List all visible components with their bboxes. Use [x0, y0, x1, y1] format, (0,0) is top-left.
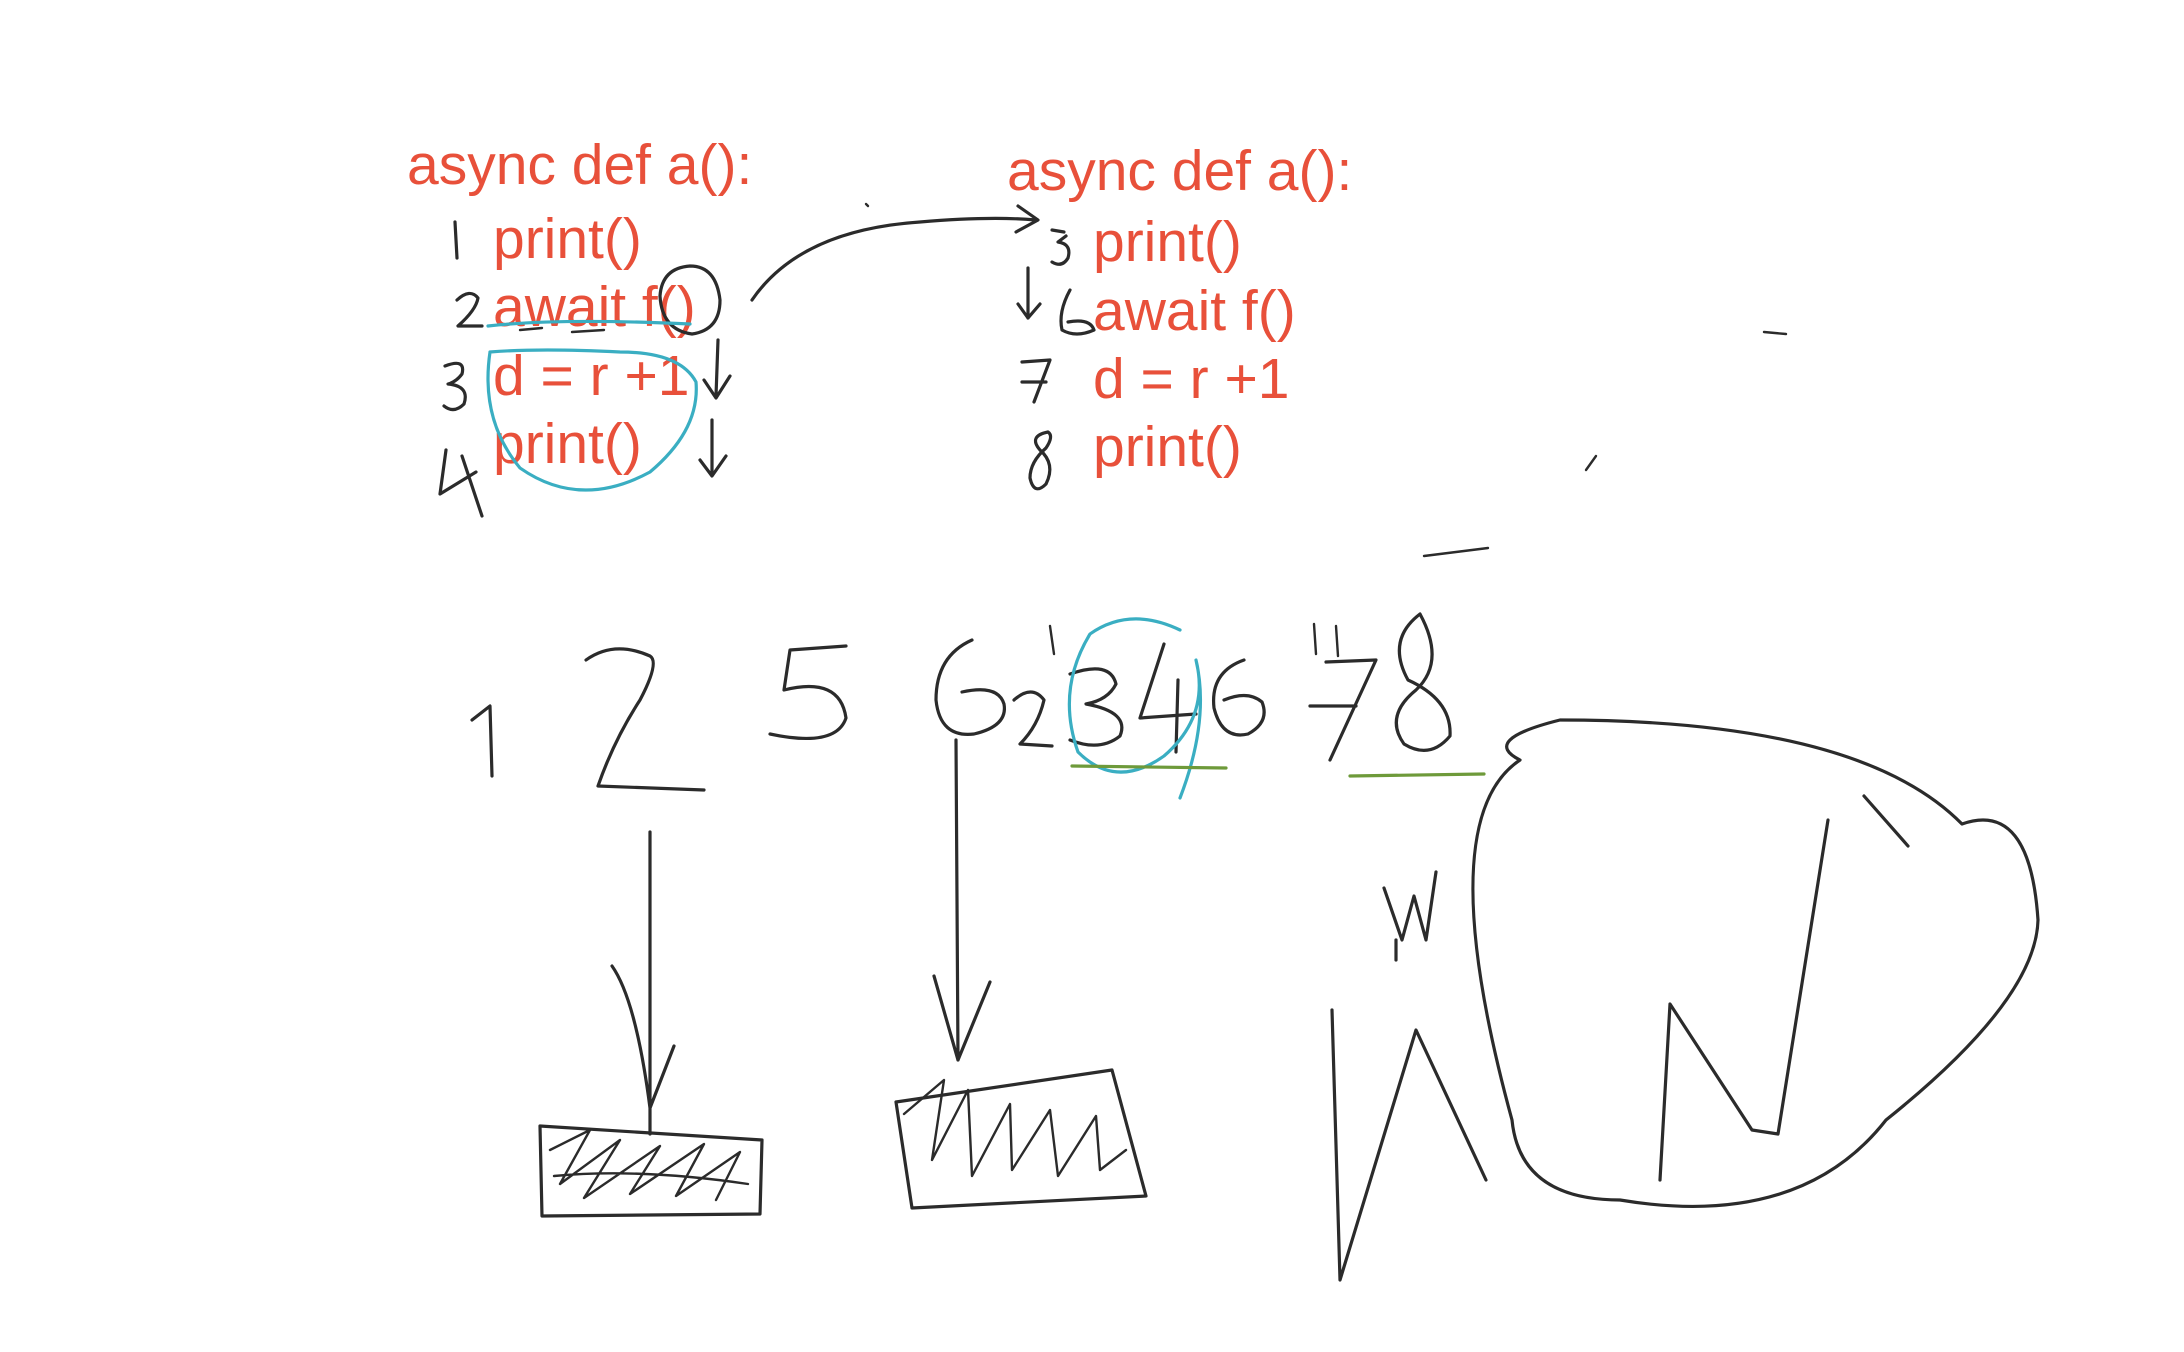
circle-tail-mark: [1862, 794, 1910, 848]
tick-mark-2: [1312, 622, 1340, 658]
code-block-left: async def a(): print() await f() d = r +…: [407, 133, 752, 476]
dash-mark: [518, 326, 606, 334]
stray-dash-1: [1762, 330, 1788, 336]
tick-mark: [1048, 624, 1056, 656]
stray-dot: [864, 202, 870, 208]
code-right-header: async def a():: [1007, 139, 1352, 203]
handwritten-digit-8: [1028, 430, 1053, 491]
handwritten-digit-7: [1020, 358, 1052, 404]
circle-await-call: [658, 264, 722, 336]
sequence-digit-2-large: [584, 647, 706, 792]
handwritten-line-numbers-left: [438, 220, 484, 518]
sequence-digit-4: [1138, 642, 1198, 754]
left-block-annotations: [486, 204, 1040, 492]
handwritten-digit-5: [1050, 228, 1071, 266]
handwritten-w: [1382, 870, 1438, 962]
sequence-digit-2-small: [1012, 690, 1054, 748]
code-right-line-4: print(): [1093, 415, 1242, 479]
code-left-line-1: print(): [493, 207, 642, 271]
teal-circle-around-3: [1067, 617, 1203, 800]
code-left-line-3: d = r +1: [493, 344, 689, 408]
curved-arrow-to-right-block: [750, 204, 1040, 302]
scribble-fill-left: [548, 1128, 750, 1202]
green-underline-1: [1070, 764, 1228, 770]
sequence-digit-1: [470, 704, 494, 778]
handwritten-digit-3: [442, 361, 467, 412]
code-right-line-3: d = r +1: [1093, 347, 1289, 411]
hatched-box-middle: [894, 1068, 1148, 1210]
code-block-right: async def a(): print() await f() d = r +…: [1007, 139, 1352, 479]
code-right-line-2: await f(): [1093, 279, 1296, 343]
sequence-digit-5: [768, 644, 848, 741]
down-arrow-small: [1016, 266, 1042, 320]
handwritten-n: [1658, 818, 1830, 1182]
handwritten-digit-6: [1059, 288, 1096, 336]
execution-order-sequence: [470, 612, 1486, 800]
handwritten-digit-2: [455, 291, 484, 328]
code-right-line-1: print(): [1093, 210, 1242, 274]
handwritten-digit-1: [453, 220, 459, 260]
teal-loop-continuation: [486, 319, 698, 492]
scribble-fill-middle: [902, 1078, 1128, 1178]
sequence-digit-3: [1068, 667, 1124, 747]
down-arrow-right-2: [698, 418, 728, 478]
down-arrow-to-box-left: [610, 830, 676, 1136]
handwritten-digit-4: [438, 448, 484, 518]
stray-dash-2: [1584, 454, 1598, 472]
sequence-digit-6-second: [1211, 658, 1266, 737]
large-circle: [1471, 718, 2040, 1209]
code-left-line-4: print(): [493, 412, 642, 476]
down-arrow-to-box-middle: [932, 738, 992, 1062]
stray-marks: [864, 202, 1788, 558]
down-arrow-right-1: [702, 338, 732, 400]
code-left-header: async def a():: [407, 133, 752, 197]
green-underline-2: [1348, 772, 1486, 778]
sequence-digit-6: [934, 638, 1007, 736]
zigzag-stroke: [1330, 1008, 1488, 1282]
hatched-box-left: [538, 1124, 764, 1218]
sequence-digit-7: [1308, 658, 1378, 762]
sequence-digit-8: [1394, 612, 1452, 752]
lower-sketches: [538, 718, 2040, 1282]
stray-dash-3: [1422, 546, 1490, 558]
handwritten-line-numbers-right: [1016, 228, 1096, 491]
